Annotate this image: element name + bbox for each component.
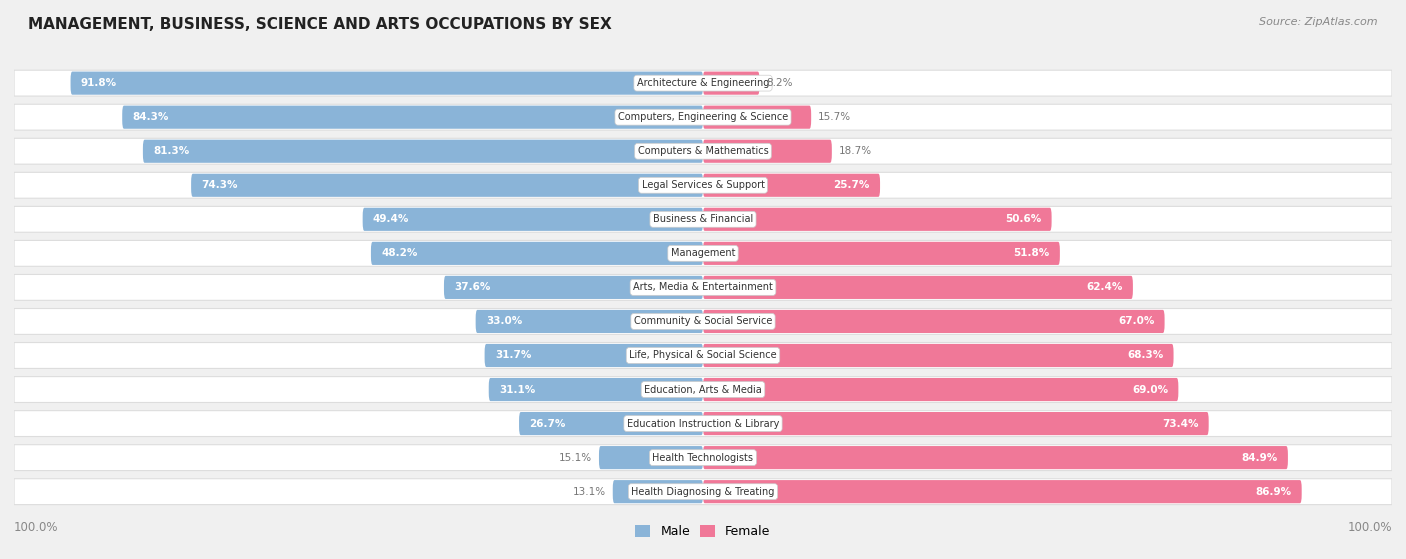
Text: 67.0%: 67.0% — [1118, 316, 1154, 326]
FancyBboxPatch shape — [703, 276, 1133, 299]
Text: 49.4%: 49.4% — [373, 214, 409, 224]
Text: 91.8%: 91.8% — [82, 78, 117, 88]
Text: 15.1%: 15.1% — [560, 453, 592, 463]
FancyBboxPatch shape — [475, 310, 703, 333]
FancyBboxPatch shape — [122, 106, 703, 129]
Text: 84.3%: 84.3% — [132, 112, 169, 122]
FancyBboxPatch shape — [14, 343, 1392, 368]
Text: 31.1%: 31.1% — [499, 385, 536, 395]
FancyBboxPatch shape — [14, 172, 1392, 198]
Text: 100.0%: 100.0% — [1347, 520, 1392, 534]
FancyBboxPatch shape — [14, 206, 1392, 232]
FancyBboxPatch shape — [371, 242, 703, 265]
FancyBboxPatch shape — [703, 208, 1052, 231]
Legend: Male, Female: Male, Female — [630, 520, 776, 543]
FancyBboxPatch shape — [14, 104, 1392, 130]
FancyBboxPatch shape — [703, 446, 1288, 469]
FancyBboxPatch shape — [703, 174, 880, 197]
FancyBboxPatch shape — [363, 208, 703, 231]
Text: 26.7%: 26.7% — [530, 419, 565, 429]
FancyBboxPatch shape — [191, 174, 703, 197]
Text: Arts, Media & Entertainment: Arts, Media & Entertainment — [633, 282, 773, 292]
Text: 15.7%: 15.7% — [818, 112, 851, 122]
Text: Source: ZipAtlas.com: Source: ZipAtlas.com — [1260, 17, 1378, 27]
Text: Health Diagnosing & Treating: Health Diagnosing & Treating — [631, 487, 775, 496]
FancyBboxPatch shape — [444, 276, 703, 299]
FancyBboxPatch shape — [703, 344, 1174, 367]
Text: 69.0%: 69.0% — [1132, 385, 1168, 395]
FancyBboxPatch shape — [14, 240, 1392, 266]
Text: 13.1%: 13.1% — [572, 487, 606, 496]
Text: 62.4%: 62.4% — [1087, 282, 1122, 292]
Text: 18.7%: 18.7% — [839, 146, 872, 156]
Text: 74.3%: 74.3% — [201, 180, 238, 190]
FancyBboxPatch shape — [14, 377, 1392, 402]
FancyBboxPatch shape — [14, 309, 1392, 334]
Text: 84.9%: 84.9% — [1241, 453, 1278, 463]
Text: Legal Services & Support: Legal Services & Support — [641, 180, 765, 190]
FancyBboxPatch shape — [14, 445, 1392, 471]
FancyBboxPatch shape — [70, 72, 703, 94]
Text: 68.3%: 68.3% — [1128, 350, 1163, 361]
FancyBboxPatch shape — [14, 411, 1392, 437]
FancyBboxPatch shape — [14, 70, 1392, 96]
Text: Education Instruction & Library: Education Instruction & Library — [627, 419, 779, 429]
Text: 48.2%: 48.2% — [381, 248, 418, 258]
Text: 31.7%: 31.7% — [495, 350, 531, 361]
Text: 33.0%: 33.0% — [486, 316, 522, 326]
FancyBboxPatch shape — [613, 480, 703, 503]
Text: 86.9%: 86.9% — [1256, 487, 1291, 496]
FancyBboxPatch shape — [703, 412, 1209, 435]
FancyBboxPatch shape — [703, 72, 759, 94]
Text: Education, Arts & Media: Education, Arts & Media — [644, 385, 762, 395]
Text: 51.8%: 51.8% — [1014, 248, 1049, 258]
Text: 37.6%: 37.6% — [454, 282, 491, 292]
FancyBboxPatch shape — [703, 106, 811, 129]
FancyBboxPatch shape — [143, 140, 703, 163]
FancyBboxPatch shape — [703, 378, 1178, 401]
FancyBboxPatch shape — [485, 344, 703, 367]
FancyBboxPatch shape — [14, 479, 1392, 505]
Text: 8.2%: 8.2% — [766, 78, 793, 88]
Text: MANAGEMENT, BUSINESS, SCIENCE AND ARTS OCCUPATIONS BY SEX: MANAGEMENT, BUSINESS, SCIENCE AND ARTS O… — [28, 17, 612, 32]
Text: 50.6%: 50.6% — [1005, 214, 1042, 224]
FancyBboxPatch shape — [703, 310, 1164, 333]
Text: Community & Social Service: Community & Social Service — [634, 316, 772, 326]
FancyBboxPatch shape — [599, 446, 703, 469]
FancyBboxPatch shape — [519, 412, 703, 435]
Text: 25.7%: 25.7% — [834, 180, 870, 190]
Text: Health Technologists: Health Technologists — [652, 453, 754, 463]
Text: 81.3%: 81.3% — [153, 146, 190, 156]
Text: Architecture & Engineering: Architecture & Engineering — [637, 78, 769, 88]
Text: Business & Financial: Business & Financial — [652, 214, 754, 224]
Text: 73.4%: 73.4% — [1161, 419, 1198, 429]
Text: Management: Management — [671, 248, 735, 258]
Text: Life, Physical & Social Science: Life, Physical & Social Science — [630, 350, 776, 361]
FancyBboxPatch shape — [703, 140, 832, 163]
FancyBboxPatch shape — [703, 480, 1302, 503]
FancyBboxPatch shape — [14, 138, 1392, 164]
Text: Computers & Mathematics: Computers & Mathematics — [638, 146, 768, 156]
Text: Computers, Engineering & Science: Computers, Engineering & Science — [617, 112, 789, 122]
FancyBboxPatch shape — [703, 242, 1060, 265]
FancyBboxPatch shape — [14, 274, 1392, 300]
FancyBboxPatch shape — [489, 378, 703, 401]
Text: 100.0%: 100.0% — [14, 520, 59, 534]
